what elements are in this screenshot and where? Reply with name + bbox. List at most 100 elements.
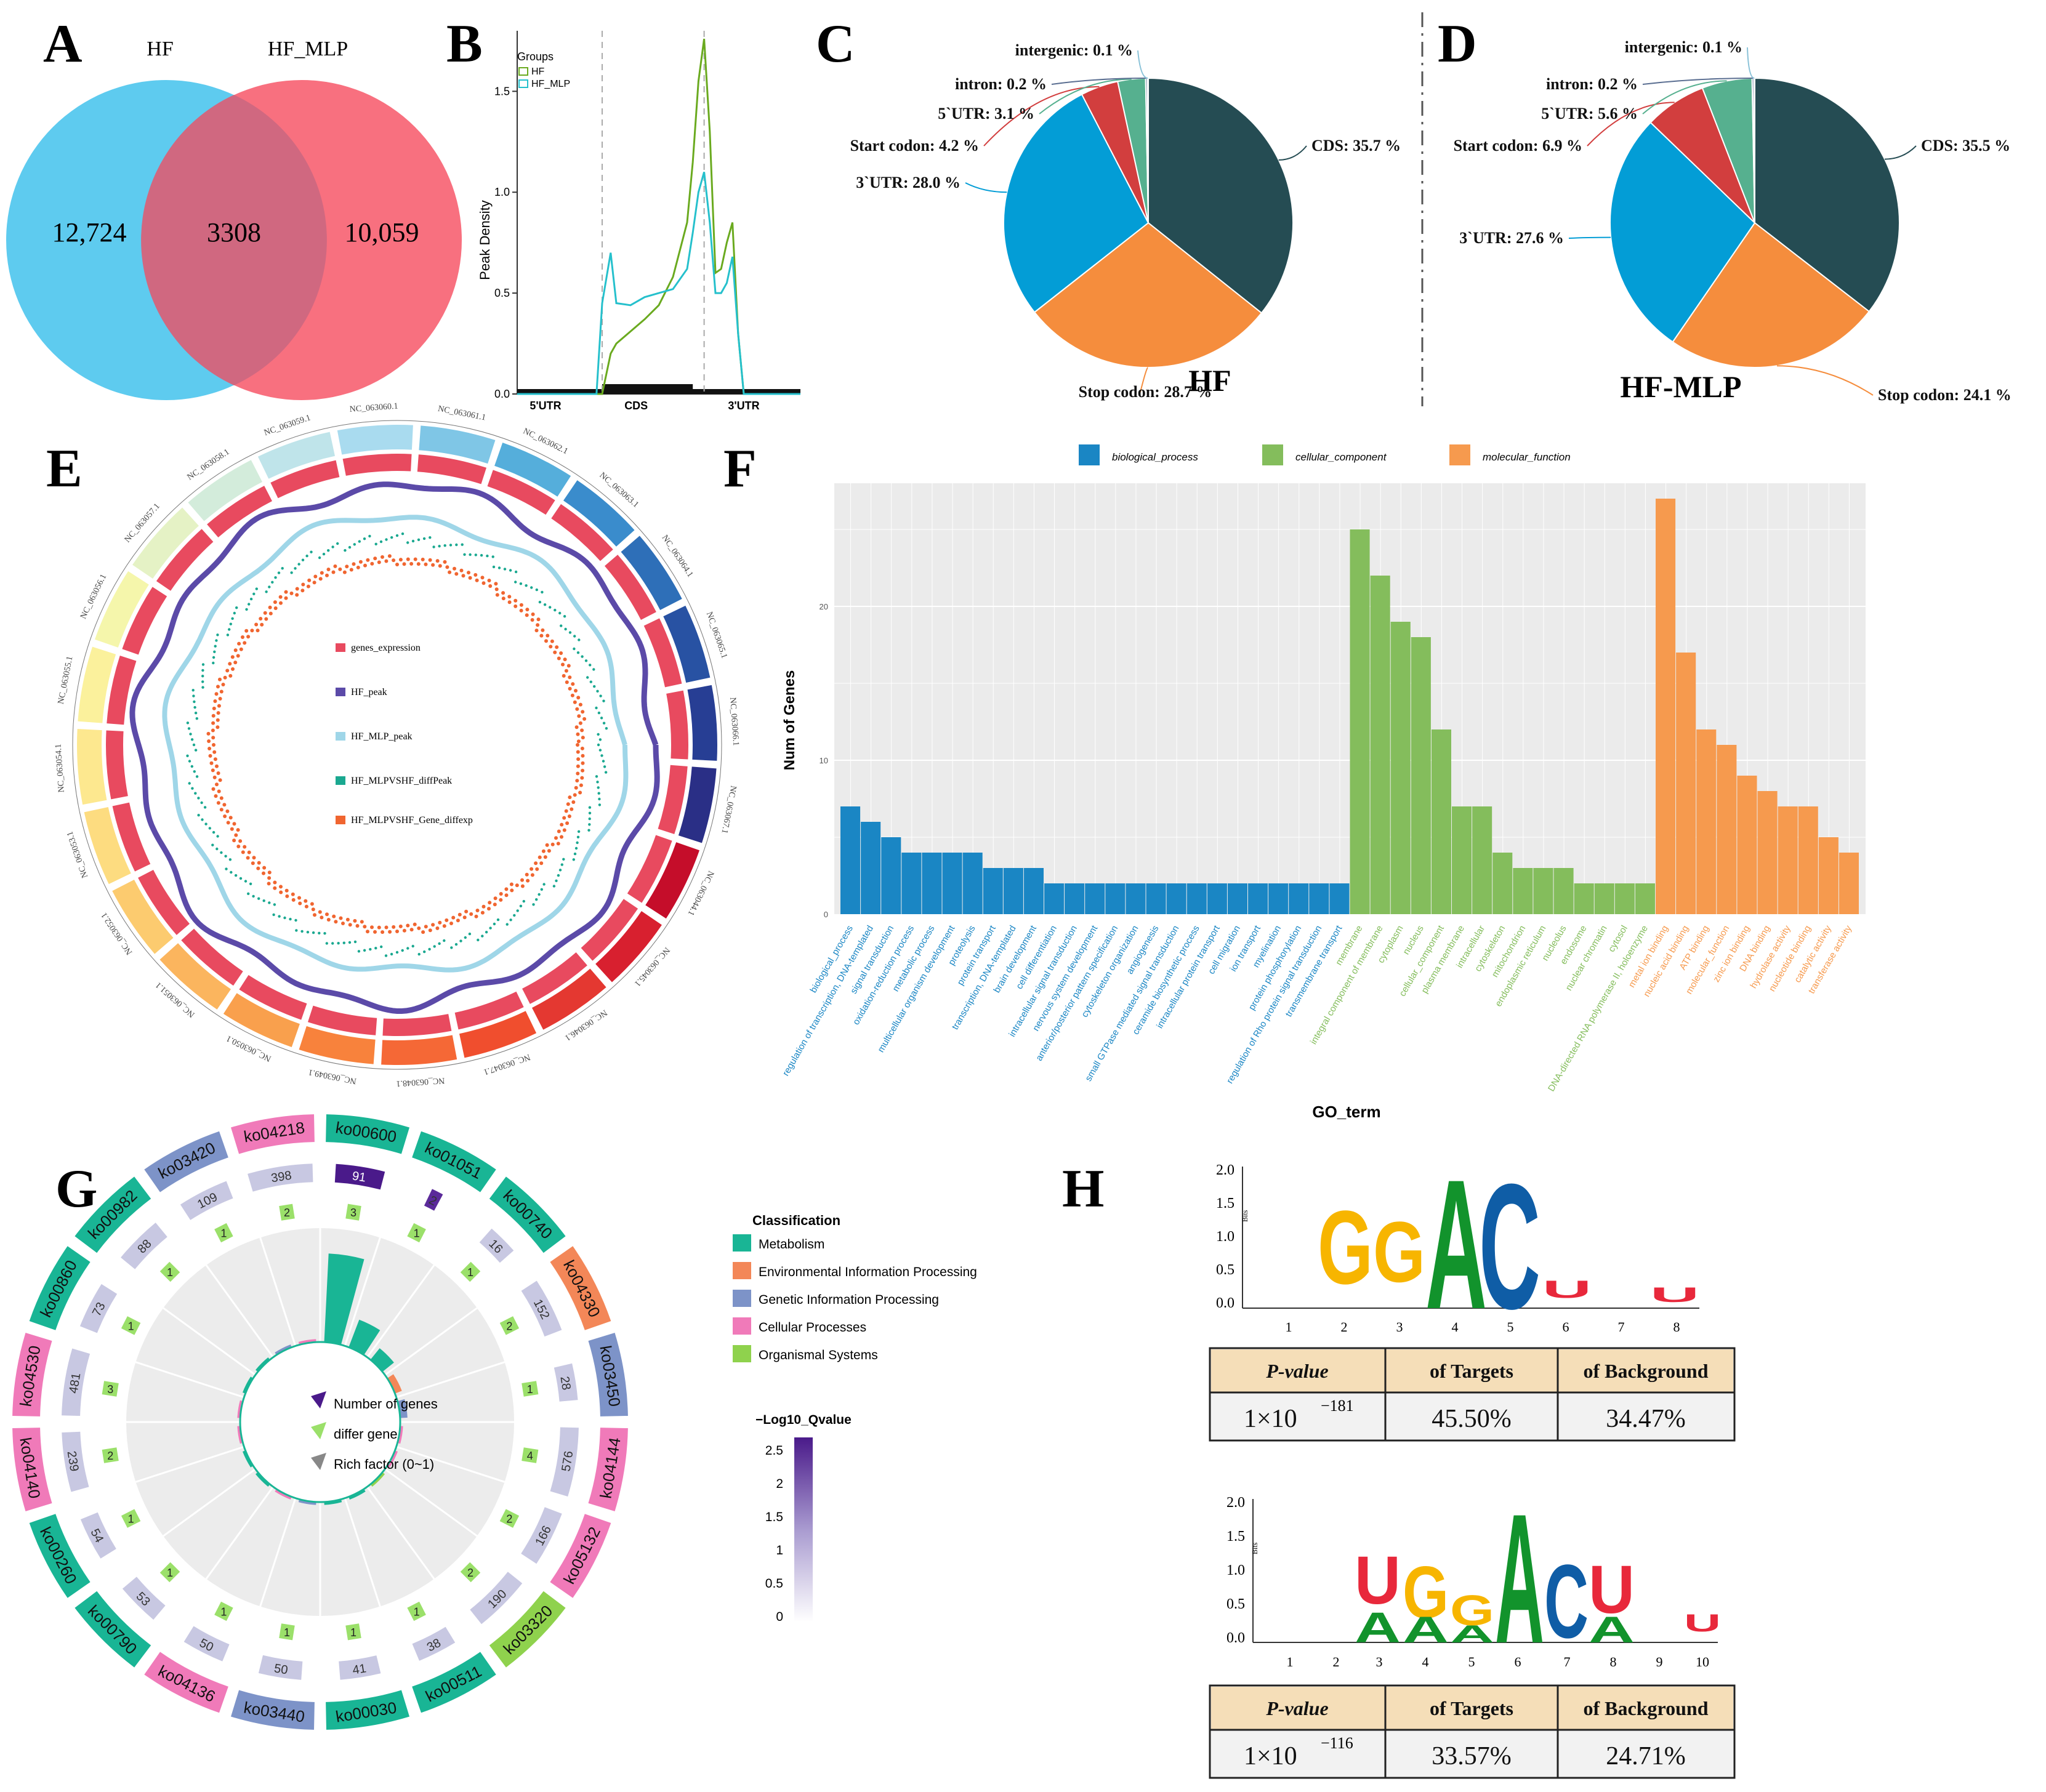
diffexp-point xyxy=(278,595,283,599)
diffpeak-point xyxy=(557,874,560,877)
chromosome-band xyxy=(188,460,262,521)
diffpeak-point xyxy=(358,540,361,543)
motif-pos: 1 xyxy=(1286,1319,1292,1335)
gene-count-bar xyxy=(79,1284,118,1333)
panel-d: D CDS: 35.5 % Stop codon: 24.1 % 3`UTR: 27… xyxy=(1438,14,2012,404)
diffpeak-point xyxy=(535,588,538,592)
diffpeak-point xyxy=(597,733,600,736)
diffexp-point xyxy=(358,560,363,564)
diffexp-point xyxy=(238,839,243,843)
diffpeak-point xyxy=(213,650,216,654)
diffpeak-point xyxy=(605,727,608,730)
diffpeak-point xyxy=(602,721,606,725)
diffexp-point xyxy=(263,611,267,615)
qvalue-gradient xyxy=(794,1437,813,1622)
diffpeak-point xyxy=(558,611,562,615)
diffpeak-point xyxy=(417,952,421,956)
diffexp-point xyxy=(211,721,215,725)
chromosome-band xyxy=(563,480,635,547)
chromosome-band xyxy=(678,766,717,843)
diffexp-point xyxy=(507,600,512,605)
go-bar xyxy=(1778,806,1798,914)
diffexp-point xyxy=(236,845,241,848)
gene-count-bar xyxy=(258,1655,303,1680)
diffexp-point xyxy=(215,725,220,729)
diffpeak-point xyxy=(603,765,606,768)
diffexp-point xyxy=(449,922,453,925)
diffexp-point xyxy=(216,711,220,715)
pie-label: 5`UTR: 3.1 % xyxy=(938,105,1034,123)
diffpeak-point xyxy=(459,939,462,942)
diffexp-point xyxy=(539,861,544,866)
diffexp-point xyxy=(536,623,540,627)
diffpeak-point xyxy=(201,663,205,666)
diffexp-point xyxy=(352,562,356,566)
chromosome-band xyxy=(687,685,717,761)
motif-pos: 8 xyxy=(1610,1654,1617,1669)
motif-letter-u: U xyxy=(1589,1552,1635,1628)
diffexp-point xyxy=(342,570,347,574)
rich-factor-bar xyxy=(370,1348,394,1372)
pathway-band xyxy=(75,1176,151,1253)
gene-count-bar xyxy=(121,1223,167,1269)
differ-gene-label: 1 xyxy=(527,1383,533,1396)
rich-factor-icon xyxy=(311,1453,326,1470)
expression-track xyxy=(138,870,190,935)
motif-pos: 3 xyxy=(1376,1654,1383,1669)
diffexp-point xyxy=(535,867,539,871)
diffpeak-point xyxy=(406,947,409,950)
go-bar xyxy=(1798,806,1818,914)
diffpeak-point xyxy=(193,770,196,773)
expression-track xyxy=(643,618,682,688)
diffpeak-point xyxy=(552,885,556,888)
diffexp-point xyxy=(576,732,580,736)
expression-track xyxy=(627,835,672,903)
diffexp-point xyxy=(581,753,585,758)
diffexp-point xyxy=(381,930,385,934)
venn-right-count: 10,059 xyxy=(345,217,419,247)
diffexp-point xyxy=(356,565,360,569)
diffpeak-point xyxy=(543,603,547,606)
circos-legend-swatch xyxy=(336,816,345,824)
motif-letter-a: A xyxy=(1495,1475,1544,1682)
diffexp-point xyxy=(267,882,271,886)
diffexp-point xyxy=(557,829,561,834)
diffpeak-point xyxy=(577,830,581,834)
differ-gene-box xyxy=(159,1562,180,1583)
diffpeak-point xyxy=(325,942,328,945)
diffexp-point xyxy=(318,577,323,581)
diffpeak-point xyxy=(541,590,544,594)
pathway-band xyxy=(489,1176,566,1253)
diffexp-point xyxy=(515,883,519,888)
diffexp-point xyxy=(525,608,530,612)
motif-ylabel: Bits xyxy=(1241,1210,1249,1222)
legend-hf-mlp-label: HF_MLP xyxy=(531,79,570,89)
diffexp-point xyxy=(284,590,288,594)
diffpeak-point xyxy=(369,947,372,951)
diffpeak-point xyxy=(252,894,255,898)
diffexp-point xyxy=(260,622,264,627)
pie-label: intergenic: 0.1 % xyxy=(1015,41,1133,59)
diffpeak-point xyxy=(305,554,308,558)
diffexp-point xyxy=(297,896,301,900)
chromosome-label: NC_063048.1 xyxy=(396,1075,445,1088)
diffpeak-point xyxy=(599,694,602,697)
go-term-label: DNA-directed RNA polymerase II, holoenzy… xyxy=(1546,924,1650,1094)
diffpeak-point xyxy=(489,926,492,930)
diffexp-point xyxy=(218,677,222,681)
diffexp-point xyxy=(499,898,503,902)
diffexp-point xyxy=(232,822,236,826)
diffexp-point xyxy=(284,596,288,600)
y-tick-label: 0.5 xyxy=(494,287,510,299)
legend-hf-label: HF xyxy=(531,66,545,77)
diffexp-point xyxy=(254,622,259,627)
pie-label: 3`UTR: 28.0 % xyxy=(856,174,961,191)
circos-plot: NC_063060.1 NC_063061.1 NC_063062.1 NC_0630… xyxy=(54,402,741,1088)
diffexp-point xyxy=(218,778,222,782)
diffexp-point xyxy=(244,629,249,633)
class-swatch xyxy=(733,1262,751,1279)
panel-letter-f: F xyxy=(723,439,757,499)
pie-slice xyxy=(1003,93,1150,313)
diffexp-point xyxy=(289,591,294,595)
diffexp-point xyxy=(561,662,565,667)
